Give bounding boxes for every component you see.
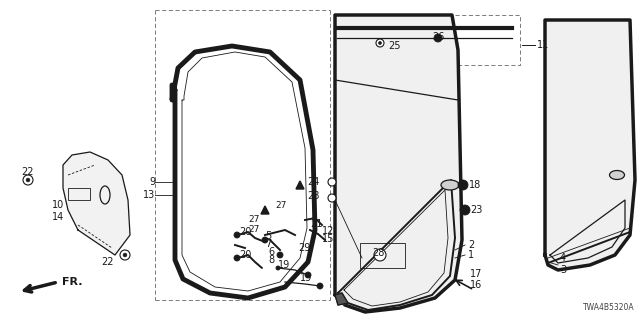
Text: 6: 6	[268, 247, 274, 257]
Text: 3: 3	[560, 265, 566, 275]
Ellipse shape	[609, 171, 625, 180]
Text: 16: 16	[470, 280, 483, 290]
Text: 19: 19	[278, 260, 291, 270]
Circle shape	[317, 283, 323, 289]
Ellipse shape	[441, 180, 459, 190]
Text: FR.: FR.	[62, 277, 83, 287]
Circle shape	[276, 266, 280, 270]
Text: 15: 15	[322, 234, 334, 244]
Polygon shape	[545, 20, 635, 270]
Text: 19: 19	[300, 273, 312, 283]
Circle shape	[376, 39, 384, 47]
Circle shape	[305, 272, 311, 278]
Circle shape	[378, 42, 381, 44]
Polygon shape	[63, 152, 130, 255]
Circle shape	[374, 249, 386, 261]
Bar	[68, 188, 90, 200]
Bar	[360, 243, 405, 268]
Text: 23: 23	[470, 205, 483, 215]
Circle shape	[328, 178, 336, 186]
Text: 12: 12	[322, 226, 334, 236]
Text: 27: 27	[275, 201, 286, 210]
Text: 18: 18	[469, 180, 481, 190]
Text: 7: 7	[265, 239, 271, 249]
Circle shape	[460, 205, 470, 215]
Text: TWA4B5320A: TWA4B5320A	[584, 303, 635, 312]
Text: 26: 26	[432, 32, 444, 42]
Text: 1: 1	[468, 250, 474, 260]
Circle shape	[23, 175, 33, 185]
Text: 25: 25	[388, 41, 401, 51]
Text: 22: 22	[102, 257, 115, 267]
Circle shape	[123, 253, 127, 257]
Circle shape	[26, 178, 30, 182]
Polygon shape	[335, 15, 462, 312]
Circle shape	[434, 34, 442, 42]
Text: 9: 9	[149, 177, 155, 187]
Text: 5: 5	[265, 231, 271, 241]
Circle shape	[328, 194, 336, 202]
Text: 24: 24	[308, 177, 320, 187]
Text: 4: 4	[560, 253, 566, 263]
Polygon shape	[335, 293, 348, 305]
Circle shape	[262, 237, 268, 243]
Text: 22: 22	[22, 167, 35, 177]
Text: 2: 2	[468, 240, 474, 250]
Text: 17: 17	[470, 269, 483, 279]
Text: 27: 27	[248, 226, 259, 235]
Circle shape	[277, 252, 283, 258]
Text: 8: 8	[268, 255, 274, 265]
Text: 13: 13	[143, 190, 155, 200]
Text: 20: 20	[239, 250, 252, 260]
Circle shape	[120, 250, 130, 260]
Text: 27: 27	[248, 215, 259, 225]
Text: 14: 14	[52, 212, 64, 222]
Text: 11: 11	[537, 40, 549, 50]
Circle shape	[234, 232, 240, 238]
Text: 20: 20	[239, 227, 252, 237]
Text: 10: 10	[52, 200, 64, 210]
Text: 28: 28	[372, 248, 385, 258]
Circle shape	[458, 180, 468, 190]
Polygon shape	[296, 181, 304, 189]
Text: 28: 28	[308, 191, 320, 201]
Polygon shape	[261, 206, 269, 214]
Text: 21: 21	[310, 219, 323, 229]
Circle shape	[234, 255, 240, 261]
Text: 29: 29	[298, 243, 310, 253]
